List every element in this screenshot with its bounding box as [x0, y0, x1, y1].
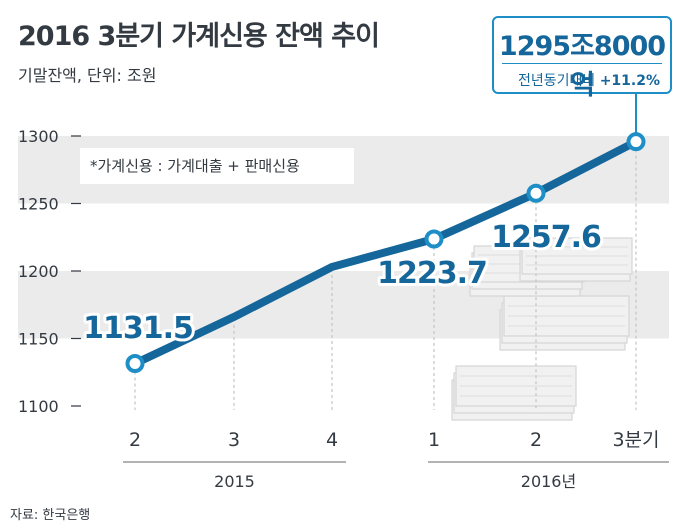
x-tick-label: 2: [530, 429, 542, 451]
y-tick-label: 1250: [18, 195, 59, 214]
x-tick-label: 1: [428, 429, 440, 451]
x-tick-label: 3: [228, 429, 240, 451]
data-label-halo: 1223.7: [377, 256, 487, 291]
definition-note: *가계신용 : 가계대출 + 판매신용: [80, 148, 354, 184]
y-tick-label: 1100: [18, 397, 59, 416]
callout-change-label: 전년동기대비: [517, 73, 596, 89]
page-title: 2016 3분기 가계신용 잔액 추이: [18, 21, 380, 52]
data-point: [424, 229, 444, 249]
data-point: [125, 353, 145, 373]
x-tick-label: 3분기: [612, 429, 659, 451]
data-label-halo: 1257.6: [491, 220, 601, 255]
year-label: 2016년: [521, 472, 576, 491]
data-point: [626, 132, 646, 152]
data-label: 1257.6: [491, 220, 601, 255]
x-tick-label: 2: [129, 429, 141, 451]
total-callout: 1295조8000억 전년동기대비 +11.2%: [492, 16, 672, 101]
stacked-money-illustration: [451, 237, 633, 421]
chart-subtitle: 기말잔액, 단위: 조원: [18, 66, 157, 85]
series-line: [131, 137, 640, 368]
callout-divider: [502, 63, 662, 64]
data-point: [526, 183, 546, 203]
y-tick-label: 1150: [18, 330, 59, 349]
y-tick-label: 1300: [18, 127, 59, 146]
data-label: 1131.5: [83, 311, 193, 346]
year-label: 2015: [214, 472, 255, 491]
y-tick-label: 1200: [18, 262, 59, 281]
data-label: 1223.7: [377, 256, 487, 291]
x-tick-label: 4: [326, 429, 338, 451]
source-note: 자료: 한국은행: [10, 508, 91, 523]
callout-change: 전년동기대비 +11.2%: [494, 70, 660, 90]
callout-change-value: +11.2%: [599, 73, 660, 89]
callout-total: 1295조8000억: [498, 31, 666, 101]
data-label-halo: 1131.5: [83, 311, 193, 346]
